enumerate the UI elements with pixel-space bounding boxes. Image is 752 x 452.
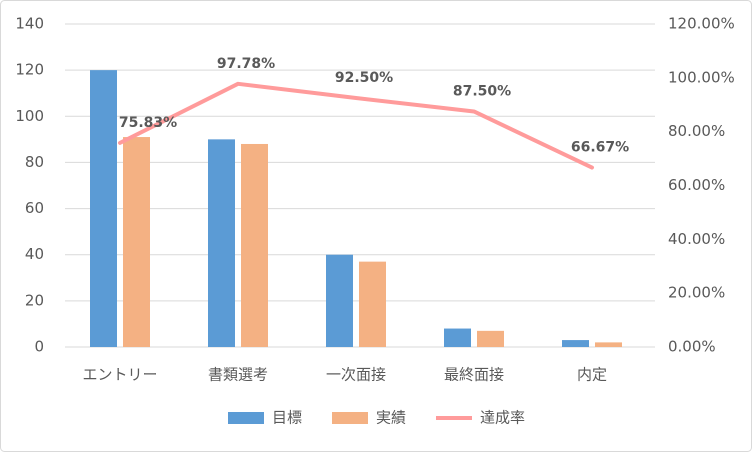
y2-tick-label: 100.00% [668, 68, 735, 86]
data-label: 92.50% [335, 70, 393, 86]
x-tick-label: 最終面接 [444, 366, 504, 384]
legend-label: 実績 [376, 409, 406, 427]
y2-tick-label: 80.00% [668, 122, 725, 140]
y-tick-label: 140 [15, 15, 44, 33]
y2-tick-label: 0.00% [668, 338, 716, 356]
legend-swatch [332, 412, 368, 424]
bar [477, 330, 504, 347]
bar [562, 340, 589, 347]
legend-label: 目標 [272, 409, 302, 427]
x-tick-label: 書類選考 [208, 366, 268, 384]
y2-tick-label: 20.00% [668, 284, 725, 302]
x-tick-label: エントリー [82, 366, 157, 384]
bar [326, 254, 353, 347]
bar [444, 328, 471, 347]
data-label: 97.78% [217, 56, 275, 72]
y-tick-label: 40 [25, 245, 44, 263]
x-tick-label: 内定 [577, 366, 607, 384]
bar [241, 143, 268, 347]
legend-label: 達成率 [480, 409, 525, 427]
legend-swatch [228, 412, 264, 424]
y-tick-label: 120 [15, 61, 44, 79]
bar [90, 70, 117, 348]
y-tick-label: 60 [25, 199, 44, 217]
bar [595, 342, 622, 347]
data-label: 66.67% [571, 140, 629, 156]
y-tick-label: 0 [34, 338, 44, 356]
line [118, 81, 594, 170]
y-tick-label: 80 [25, 153, 44, 171]
y2-tick-label: 40.00% [668, 230, 725, 248]
y2-tick-label: 60.00% [668, 176, 725, 194]
x-tick-label: 一次面接 [326, 366, 386, 384]
y2-tick-label: 120.00% [668, 15, 735, 33]
y-tick-label: 100 [15, 107, 44, 125]
bar [123, 137, 150, 347]
data-label: 87.50% [453, 83, 511, 99]
bar [208, 139, 235, 347]
y-tick-label: 20 [25, 291, 44, 309]
bar [359, 261, 386, 347]
data-label: 75.83% [119, 115, 177, 131]
